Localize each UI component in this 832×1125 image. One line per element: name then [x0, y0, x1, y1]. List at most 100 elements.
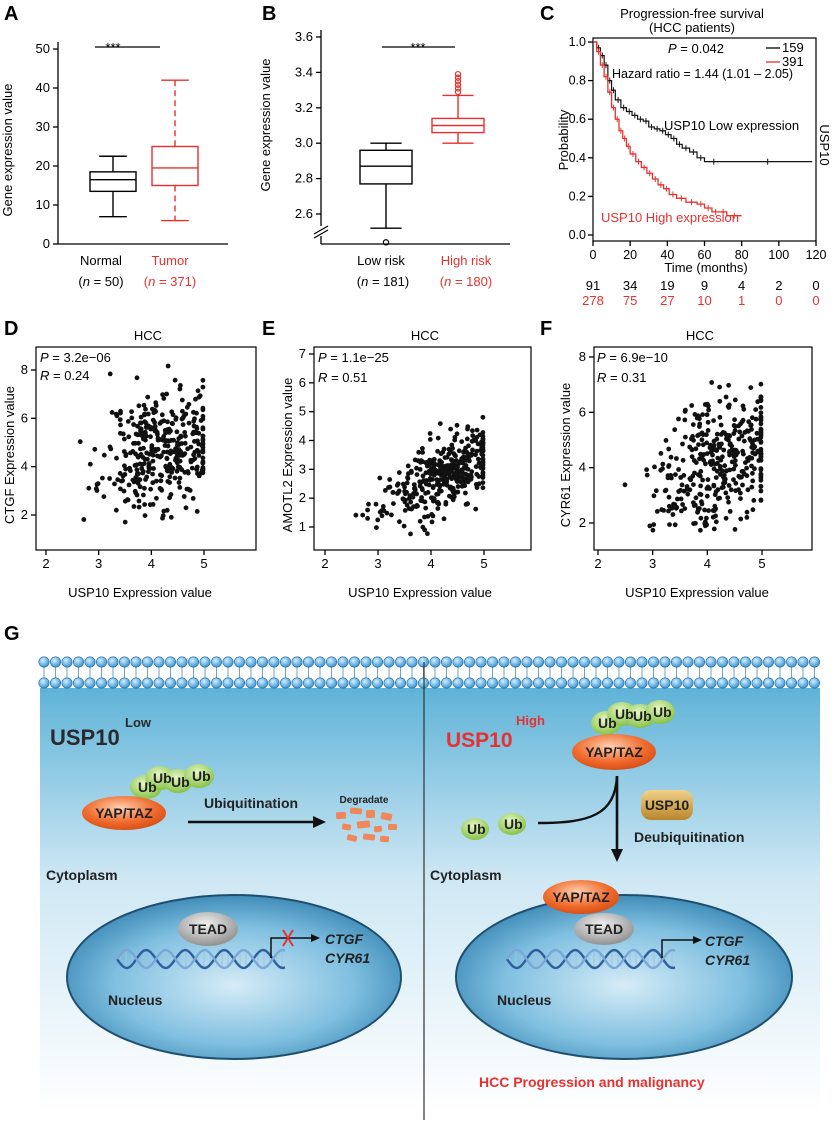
scatter-point	[126, 434, 132, 440]
scatter-point	[465, 466, 471, 472]
scatter-point	[438, 471, 444, 476]
right-tead-label: TEAD	[585, 921, 623, 937]
lipid-head	[624, 677, 636, 689]
scatter-point	[658, 451, 664, 456]
panel-b-significance: ***	[410, 40, 425, 55]
scatter-point	[758, 421, 764, 427]
lipid-head	[337, 656, 349, 668]
lipid-head	[601, 677, 613, 689]
scatter-point	[430, 513, 436, 519]
scatter-point	[744, 509, 750, 515]
scatter-point	[476, 460, 482, 466]
scatter-point	[86, 485, 92, 491]
lipid-head	[636, 677, 648, 689]
scatter-point	[698, 483, 703, 489]
x-tick-label: 40	[660, 248, 674, 262]
panel-b: B 2.6 2.8 3.0 3.2 3.4 3.6 Gene expression val…	[258, 3, 510, 289]
scatter-point	[465, 479, 471, 485]
lipid-head	[728, 656, 740, 668]
scatter-point	[150, 471, 156, 477]
scatter-point	[148, 434, 153, 440]
lipid-head	[314, 677, 326, 689]
risk-low-count: 4	[738, 278, 745, 293]
lipid-head	[762, 656, 774, 668]
lipid-head	[291, 656, 303, 668]
lipid-head	[211, 656, 223, 668]
lipid-head	[188, 677, 200, 689]
scatter-point	[421, 478, 427, 483]
scatter-point	[125, 497, 130, 502]
scatter-point	[157, 486, 163, 491]
degraded-fragments	[335, 807, 398, 843]
scatter-point	[480, 485, 486, 491]
scatter-point	[758, 454, 764, 459]
scatter-point	[177, 475, 183, 481]
lipid-head	[234, 677, 246, 689]
scatter-point	[448, 426, 453, 432]
protein-fragment	[380, 812, 393, 821]
scatter-point	[480, 414, 486, 420]
lipid-head	[245, 656, 257, 668]
scatter-point	[747, 455, 752, 460]
free-ub-protein	[461, 818, 489, 840]
scatter-point	[659, 507, 665, 513]
scatter-point	[720, 454, 725, 460]
scatter-point	[200, 377, 206, 383]
lipid-head	[452, 677, 464, 689]
scatter-point	[644, 467, 649, 473]
lipid-head	[532, 656, 544, 668]
ub-label: Ub	[171, 774, 190, 790]
lipid-head	[647, 677, 659, 689]
scatter-point	[723, 490, 729, 496]
lipid-head	[337, 677, 349, 689]
protein-fragment	[379, 835, 390, 843]
y-tick-label: 4	[579, 460, 586, 475]
scatter-point	[713, 475, 719, 480]
panel-c-legend-low: 159	[782, 40, 804, 55]
scatter-point	[134, 375, 140, 381]
lipid-head	[406, 656, 418, 668]
scatter-point	[668, 473, 674, 478]
lipid-head	[774, 656, 786, 668]
scatter-point	[200, 436, 206, 442]
y-tick-label: 1	[299, 519, 306, 534]
scatter-point	[732, 458, 738, 464]
panel-d-xlabel: USP10 Expression value	[68, 585, 212, 600]
scatter-point	[726, 382, 731, 388]
lipid-head	[682, 677, 694, 689]
left-usp10-low-sup: Low	[125, 715, 152, 730]
lipid-head	[682, 656, 694, 668]
scatter-point	[459, 479, 464, 485]
right-cyr61-label: CYR61	[705, 952, 750, 968]
scatter-point	[429, 458, 435, 463]
panel-c-side-label: USP10	[817, 124, 832, 165]
scatter-point	[473, 506, 479, 512]
scatter-point	[743, 460, 748, 465]
scatter-point	[680, 457, 686, 463]
scatter-point	[708, 442, 713, 448]
panel-label-e: E	[262, 318, 275, 340]
protein-fragment	[373, 825, 383, 833]
scatter-point	[193, 396, 198, 402]
lipid-head	[429, 656, 441, 668]
scatter-point	[464, 454, 470, 460]
scatter-point	[365, 507, 370, 513]
scatter-point	[722, 477, 727, 483]
scatter-point	[402, 484, 407, 490]
scatter-point	[413, 504, 419, 509]
right-nuclear-yap-taz	[543, 880, 619, 914]
scatter-point	[468, 473, 474, 478]
lipid-head	[279, 656, 291, 668]
scatter-point	[448, 462, 454, 468]
scatter-point	[454, 431, 460, 437]
scatter-point	[194, 447, 200, 453]
lipid-head	[291, 677, 303, 689]
lipid-head	[325, 677, 337, 689]
scatter-point	[674, 456, 679, 461]
scatter-point	[754, 430, 760, 436]
scatter-point	[750, 478, 756, 484]
scatter-point	[170, 412, 176, 418]
scatter-point	[647, 523, 653, 529]
scatter-point	[474, 434, 480, 440]
usp10-enzyme	[641, 790, 693, 820]
